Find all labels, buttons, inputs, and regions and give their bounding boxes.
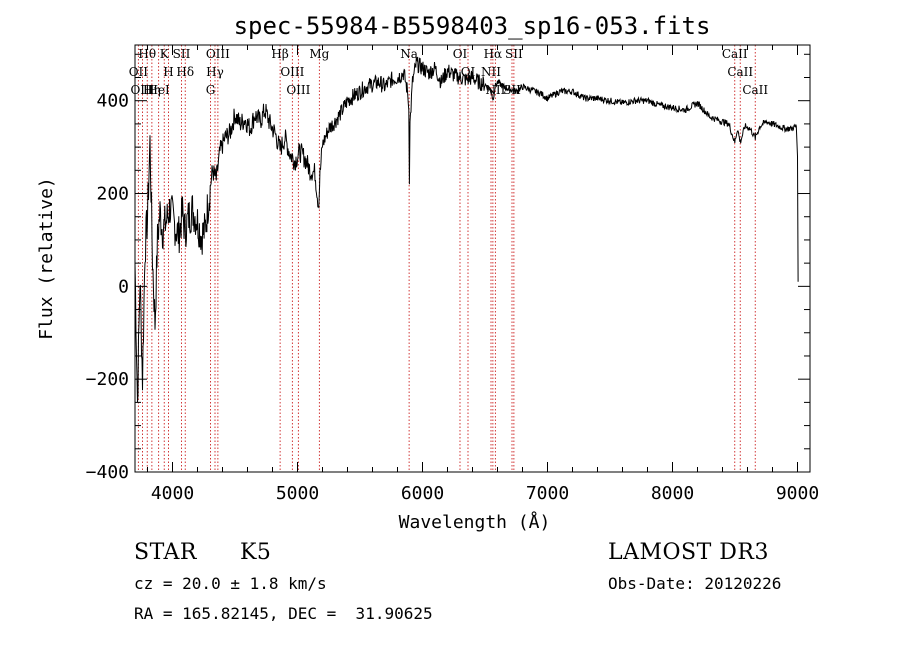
y-tick-label: −200	[86, 369, 129, 390]
line-label: Hγ	[206, 65, 224, 79]
chart-title: spec-55984-B5598403_sp16-053.fits	[234, 12, 711, 40]
object-subclass: K5	[240, 540, 272, 565]
x-tick-label: 4000	[151, 483, 194, 504]
line-label: Na	[400, 47, 418, 61]
survey-name: LAMOST DR3	[608, 540, 769, 565]
line-label: Mg	[309, 47, 329, 61]
plot-frame	[134, 44, 811, 473]
line-label: OIII	[130, 83, 154, 97]
line-label: CaII	[727, 65, 753, 79]
x-axis-label: Wavelength (Å)	[399, 511, 551, 533]
line-label: OIII	[280, 65, 304, 79]
x-tick-label: 9000	[776, 483, 819, 504]
line-label: OIII	[286, 83, 310, 97]
line-label: CaII	[722, 47, 748, 61]
axis-ticks	[135, 45, 810, 473]
y-tick-label: −400	[86, 462, 129, 483]
y-tick-label: 200	[96, 184, 129, 205]
line-label: HeI	[147, 83, 170, 97]
line-label: OII	[129, 65, 149, 79]
line-label: SII	[505, 47, 523, 61]
y-axis-label: Flux (relative)	[36, 177, 57, 340]
x-tick-label: 6000	[401, 483, 444, 504]
line-label: Hδ	[176, 65, 194, 79]
line-label: SII	[173, 47, 191, 61]
flux-series-line	[134, 56, 799, 403]
line-label: Hβ	[271, 47, 288, 61]
line-label: NII	[481, 65, 501, 79]
line-label: Hα	[484, 47, 503, 61]
line-label: H	[163, 65, 173, 79]
x-tick-label: 8000	[651, 483, 694, 504]
line-label: Hη	[143, 83, 161, 97]
redshift-text: cz = 20.0 ± 1.8 km/s	[134, 574, 327, 593]
x-tick-label: 5000	[276, 483, 319, 504]
y-tick-label: 0	[118, 276, 129, 297]
line-label: Hθ	[138, 47, 156, 61]
object-class: STAR	[134, 540, 197, 565]
observation-date: Obs-Date: 20120226	[608, 574, 782, 593]
line-label: CaII	[742, 83, 768, 97]
line-label: OI	[453, 47, 468, 61]
emission-line-markers	[137, 45, 756, 472]
line-label: G	[206, 83, 216, 97]
line-label: K	[160, 47, 170, 61]
x-tick-label: 7000	[526, 483, 569, 504]
axis-tick-labels: 4000 5000 6000 7000 8000 9000 −400 −200 0 200 400	[86, 91, 820, 504]
coordinates-text: RA = 165.82145, DEC = 31.90625	[134, 604, 433, 623]
y-tick-label: 400	[96, 91, 129, 112]
line-label: OIII	[206, 47, 230, 61]
emission-line-labels: HθOIIOIIIHeIHηKHSIIHδOIIIHγGHβOIIIOIIIMg…	[129, 47, 769, 97]
flux-series-group	[134, 56, 799, 403]
